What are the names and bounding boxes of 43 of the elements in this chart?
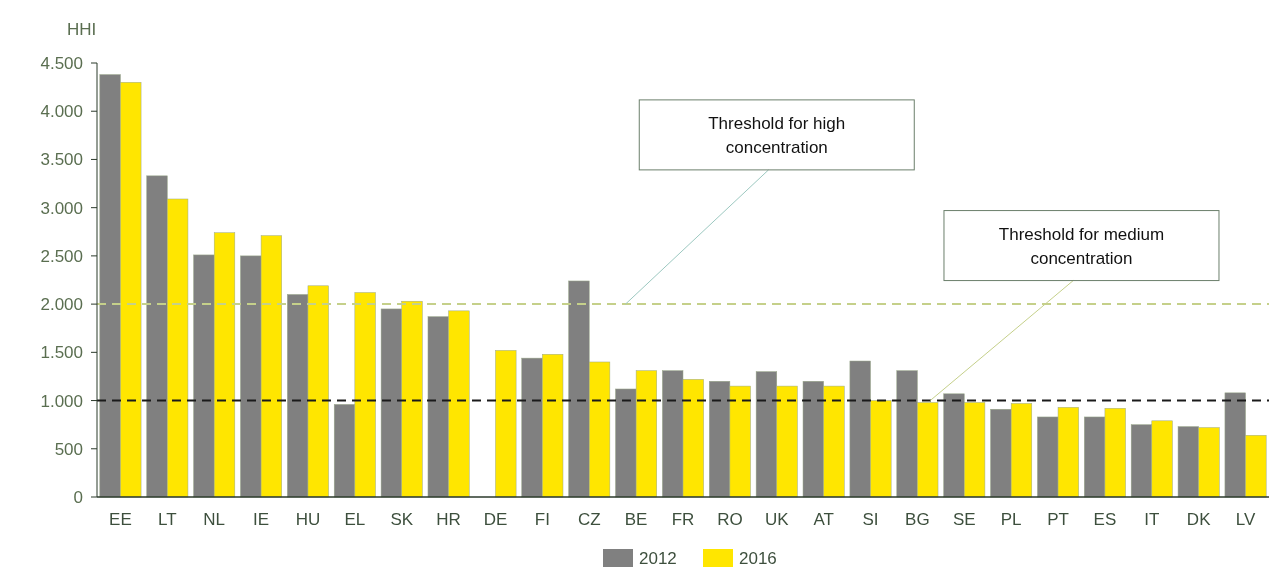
x-tick-label: DE: [483, 510, 508, 529]
x-tick-label: PT: [1047, 510, 1069, 529]
y-tick-label: 1.000: [40, 391, 83, 411]
x-tick-label: NL: [203, 510, 226, 529]
x-tick-label: AT: [813, 510, 834, 529]
ref-line-label: Threshold for high concentration: [708, 113, 846, 157]
x-tick-label: SK: [390, 510, 414, 529]
x-tick-label: LV: [1235, 510, 1256, 529]
x-tick-label: HU: [295, 510, 321, 529]
y-tick-label: 3.000: [40, 198, 83, 218]
ref-line-label: Threshold for medium concentration: [998, 224, 1165, 268]
x-tick-label: BE: [624, 510, 648, 529]
y-tick-label: 4.000: [40, 102, 83, 122]
x-tick-label: HR: [436, 510, 461, 529]
x-tick-label: SE: [952, 510, 976, 529]
x-tick-label: BG: [905, 510, 930, 529]
x-tick-label: IT: [1144, 510, 1160, 529]
y-axis-title: HHI: [67, 20, 97, 39]
x-tick-label: UK: [764, 510, 790, 529]
bar: [495, 350, 517, 498]
x-tick-label: FR: [671, 510, 695, 529]
callout-box: Threshold for high concentration: [625, 99, 915, 305]
x-tick-label: CZ: [577, 510, 601, 529]
x-tick-label: DK: [1186, 510, 1212, 529]
legend-label: 2012: [639, 549, 677, 568]
y-tick-label: 2.500: [40, 246, 83, 266]
y-tick-label: 500: [54, 439, 83, 459]
x-tick-label: EE: [109, 510, 132, 529]
y-tick-label: 1.500: [40, 343, 83, 363]
callout-box: Threshold for medium concentration: [929, 210, 1220, 402]
x-tick-label: LT: [158, 510, 177, 529]
x-tick-label: IE: [253, 510, 270, 529]
x-tick-label: EL: [344, 510, 366, 529]
y-tick-label: 0: [73, 487, 83, 507]
legend-label: 2016: [739, 549, 777, 568]
y-tick-label: 3.500: [40, 150, 83, 170]
x-tick-label: SI: [862, 510, 879, 529]
y-tick-label: 4.500: [40, 53, 83, 73]
x-tick-label: RO: [717, 510, 743, 529]
x-tick-label: ES: [1093, 510, 1117, 529]
x-tick-label: FI: [534, 510, 550, 529]
y-tick-label: 2.000: [40, 295, 83, 315]
x-tick-label: PL: [1000, 510, 1022, 529]
